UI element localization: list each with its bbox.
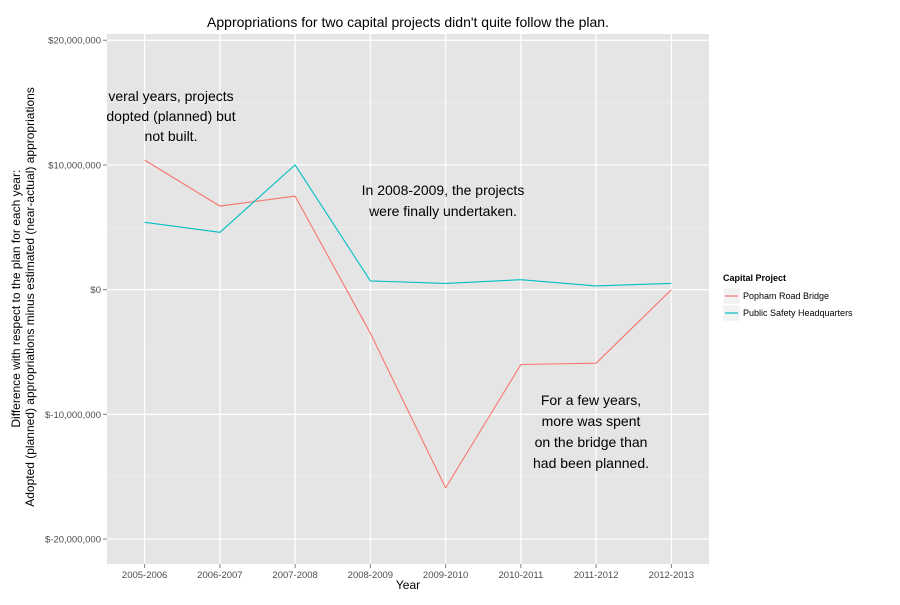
data-point bbox=[294, 195, 296, 197]
annotation-line: dopted (planned) but bbox=[106, 108, 235, 124]
legend: Capital Project Popham Road Bridge Public… bbox=[722, 273, 853, 322]
data-point bbox=[219, 205, 221, 207]
annotation-line: were finally undertaken. bbox=[368, 203, 517, 219]
data-point bbox=[595, 285, 597, 287]
data-point bbox=[144, 222, 146, 224]
data-point bbox=[520, 279, 522, 281]
y-axis: $-20,000,000 $-10,000,000 $0 $10,000,000 $20… bbox=[45, 36, 107, 546]
annotation-undertaken: In 2008-2009, the projects were finally u… bbox=[362, 182, 525, 219]
data-point bbox=[671, 289, 673, 291]
x-tick-label: 2011-2012 bbox=[574, 570, 619, 581]
x-tick-label: 2006-2007 bbox=[197, 570, 242, 581]
x-tick-label: 2007-2008 bbox=[272, 570, 317, 581]
y-axis-title: Difference with respect to the plan for … bbox=[9, 87, 37, 507]
series-line-1 bbox=[144, 159, 672, 489]
data-point bbox=[671, 283, 673, 285]
annotation-line: had been planned. bbox=[533, 455, 649, 471]
series-line-2 bbox=[144, 164, 672, 287]
data-point bbox=[595, 362, 597, 364]
x-axis-title: Year bbox=[396, 578, 420, 592]
y-tick-label: $-20,000,000 bbox=[45, 535, 101, 546]
data-point bbox=[445, 487, 447, 489]
annotation-layer: veral years, projects dopted (planned) bu… bbox=[106, 88, 649, 471]
x-tick-label: 2008-2009 bbox=[348, 570, 393, 581]
x-tick-label: 2005-2006 bbox=[122, 570, 167, 581]
data-point bbox=[445, 283, 447, 285]
series-layer bbox=[144, 159, 672, 489]
chart-title: Appropriations for two capital projects … bbox=[207, 14, 609, 30]
y-tick-label: $-10,000,000 bbox=[45, 410, 101, 421]
annotation-several-years: veral years, projects dopted (planned) bu… bbox=[106, 88, 235, 144]
data-point bbox=[520, 364, 522, 366]
data-point bbox=[370, 280, 372, 282]
annotation-line: not built. bbox=[145, 128, 198, 144]
x-tick-label: 2012-2013 bbox=[649, 570, 694, 581]
x-tick-label: 2010-2011 bbox=[499, 570, 544, 581]
annotation-line: on the bridge than bbox=[535, 434, 648, 450]
data-point bbox=[370, 332, 372, 334]
legend-title: Capital Project bbox=[723, 273, 786, 283]
x-axis: 2005-2006 2006-2007 2007-2008 2008-2009 2009… bbox=[122, 564, 694, 581]
y-tick-label: $20,000,000 bbox=[48, 36, 101, 47]
data-point bbox=[294, 164, 296, 166]
legend-label: Public Safety Headquarters bbox=[743, 308, 853, 318]
y-axis-title-line-2: Adopted (planned) appropriations minus e… bbox=[23, 87, 37, 507]
annotation-line: veral years, projects bbox=[108, 88, 233, 104]
x-tick-label: 2009-2010 bbox=[423, 570, 468, 581]
data-point bbox=[144, 159, 146, 161]
legend-label: Popham Road Bridge bbox=[743, 291, 829, 301]
annotation-bridge-overspend: For a few years, more was spent on the bri… bbox=[533, 392, 649, 471]
y-tick-label: $0 bbox=[90, 285, 101, 296]
annotation-line: For a few years, bbox=[541, 392, 641, 408]
y-axis-title-line-1: Difference with respect to the plan for … bbox=[9, 170, 23, 428]
plot-panel bbox=[107, 34, 709, 564]
grid-layer bbox=[107, 34, 709, 564]
annotation-line: more was spent bbox=[542, 413, 641, 429]
data-point bbox=[219, 231, 221, 233]
annotation-line: In 2008-2009, the projects bbox=[362, 182, 525, 198]
y-tick-label: $10,000,000 bbox=[48, 160, 101, 171]
